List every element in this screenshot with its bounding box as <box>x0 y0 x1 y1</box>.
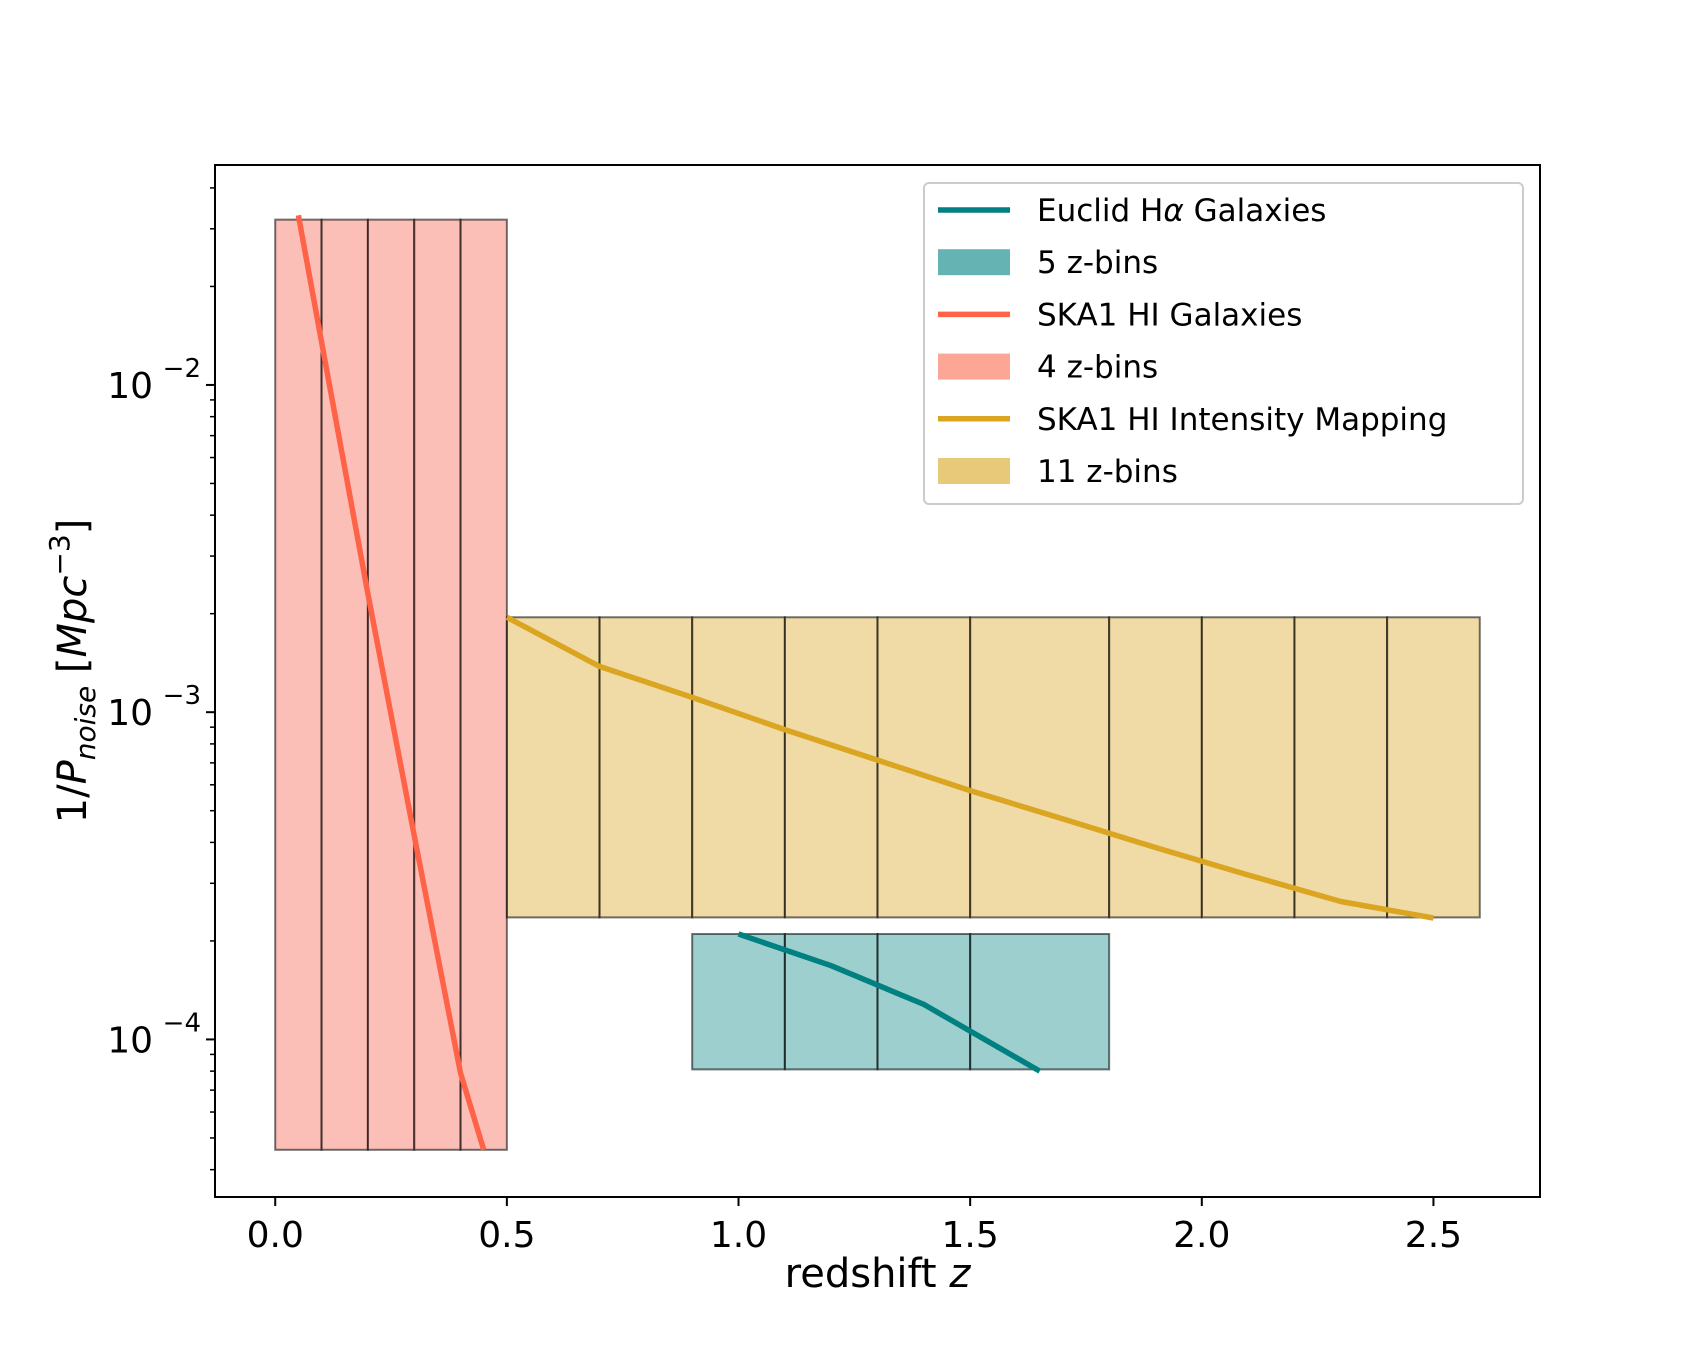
legend-entry: 4 z-bins <box>938 350 1158 386</box>
x-tick-label: 1.5 <box>942 1215 999 1256</box>
x-tick-label: 0.0 <box>247 1215 304 1256</box>
bin-bar <box>505 616 601 919</box>
plot-content <box>274 214 1481 1151</box>
legend-entry: 11 z-bins <box>938 454 1178 490</box>
bin-bar <box>969 616 1111 919</box>
legend-entry: 5 z-bins <box>938 245 1158 281</box>
axes-frame <box>214 164 1541 1198</box>
y-axis-title-var: P <box>50 759 96 784</box>
x-axis-title-var: z <box>948 1251 971 1297</box>
legend-label-text: Euclid H <box>1037 193 1163 229</box>
plot-area <box>274 214 1481 1151</box>
series-line <box>737 931 1042 1074</box>
y-tick-label: 10 <box>107 366 153 407</box>
legend-patch-swatch <box>938 249 1010 276</box>
x-tick-label: 0.5 <box>478 1215 535 1256</box>
bin-bar <box>413 218 462 1151</box>
x-axis-title: redshift z <box>785 1251 972 1297</box>
y-tick-base: 10 <box>107 366 153 407</box>
bin-bar <box>274 218 323 1151</box>
y-tick-base: 10 <box>107 1020 153 1061</box>
legend-label: 11 z-bins <box>1037 454 1178 490</box>
legend-label: SKA1 HI Galaxies <box>1037 297 1302 333</box>
x-tick-label: 2.0 <box>1173 1215 1230 1256</box>
legend-label-text: SKA1 HI Intensity Mapping <box>1037 402 1447 438</box>
legend-patch-swatch <box>938 353 1010 380</box>
series-line <box>505 614 1434 921</box>
legend-label-text: 4 z-bins <box>1037 350 1158 386</box>
legend-label: 5 z-bins <box>1037 245 1158 281</box>
x-tick-label: 1.0 <box>710 1215 767 1256</box>
legend-label-text: SKA1 HI Galaxies <box>1037 297 1302 333</box>
bin-bar <box>1386 616 1481 919</box>
y-axis-title-bracket-close: ] <box>50 519 96 535</box>
x-axis-title-main: redshift <box>785 1251 937 1297</box>
legend-label-text: 5 z-bins <box>1037 245 1158 281</box>
legend-label: 4 z-bins <box>1037 350 1158 386</box>
legend-label-suffix: Galaxies <box>1184 193 1327 229</box>
bin-group <box>505 616 1481 919</box>
legend: Euclid Hα Galaxies 5 z-bins SKA1 HI Galaxi… <box>923 182 1524 505</box>
axes: 0.0 0.5 1.0 1.5 2.0 2.5 10 −4 10 −3 10 −2 redshift z… <box>43 164 1541 1297</box>
y-axis-title: 1/Pnoise [Mpc−3] <box>43 519 102 824</box>
y-axis-title-unit-exp: −3 <box>43 534 76 575</box>
legend-label: SKA1 HI Intensity Mapping <box>1037 402 1447 438</box>
y-tick-exponent: −4 <box>163 1008 201 1038</box>
y-axis-title-bracket-open: [ <box>50 657 96 685</box>
legend-patch-swatch <box>938 458 1010 484</box>
x-tick-label: 2.5 <box>1405 1215 1462 1256</box>
bin-bar <box>691 616 786 919</box>
bin-bar <box>598 616 694 919</box>
y-tick-label: 10 <box>107 693 153 734</box>
y-axis-title-prefix: 1/ <box>50 784 96 823</box>
legend-label-greek: α <box>1163 193 1183 229</box>
legend-label: Euclid Hα Galaxies <box>1037 193 1326 229</box>
series-line <box>295 214 487 1151</box>
bin-bar <box>969 932 1111 1071</box>
legend-entry: Euclid Hα Galaxies <box>938 193 1326 229</box>
y-axis-title-sub: noise <box>69 686 102 760</box>
bin-bar <box>783 616 879 919</box>
y-tick-base: 10 <box>107 693 153 734</box>
y-axis-title-unit: Mpc <box>50 576 96 658</box>
bin-group <box>274 218 508 1151</box>
bin-bar <box>320 218 369 1151</box>
bin-bar <box>366 218 416 1151</box>
bin-bar <box>1293 616 1389 919</box>
y-tick-label: 10 <box>107 1020 153 1061</box>
bin-bar <box>459 218 508 1151</box>
legend-entry: SKA1 HI Galaxies <box>938 297 1302 333</box>
legend-label-text: 11 z-bins <box>1037 454 1178 490</box>
y-tick-exponent: −2 <box>163 354 201 384</box>
legend-entry: SKA1 HI Intensity Mapping <box>938 402 1447 438</box>
bin-bar <box>691 932 786 1071</box>
bin-bar <box>1108 616 1203 919</box>
y-tick-exponent: −3 <box>163 681 201 711</box>
legend-box <box>923 182 1524 505</box>
bin-group <box>691 932 1111 1071</box>
